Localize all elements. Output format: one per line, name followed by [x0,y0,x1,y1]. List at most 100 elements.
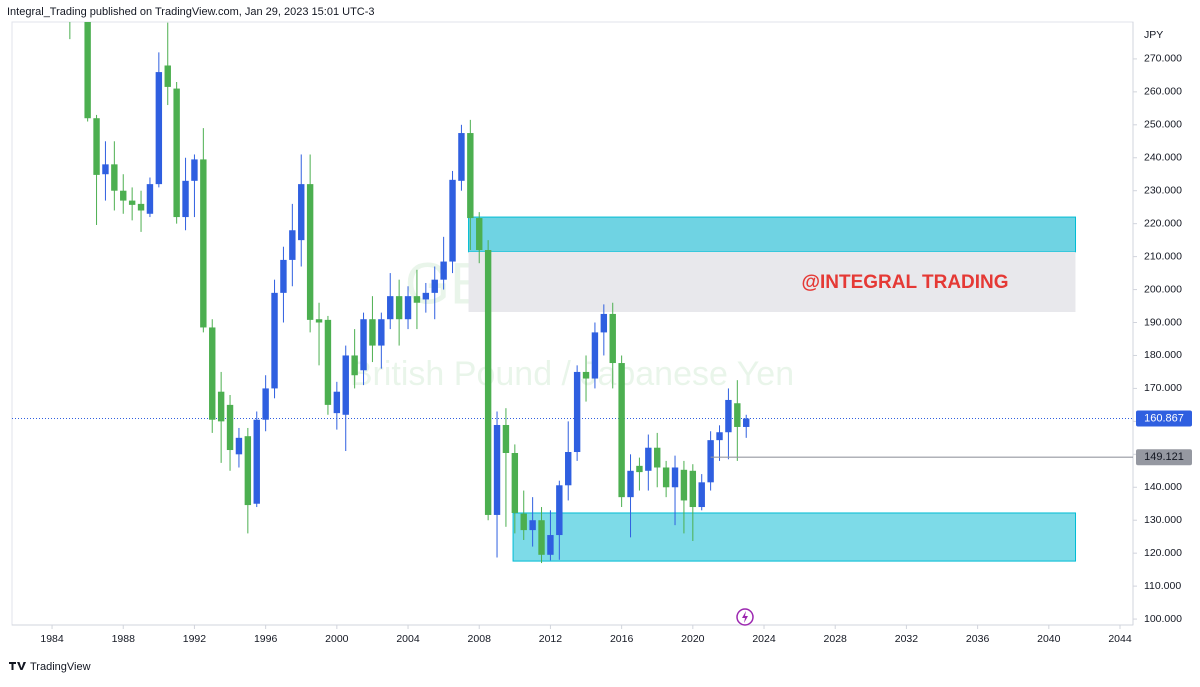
candle-body [484,250,492,515]
y-tick-label: 120.000 [1144,547,1182,559]
candle-body [404,296,412,320]
x-tick-label: 2040 [1037,633,1061,645]
candle-body [538,520,545,555]
candle-body [155,72,163,185]
x-tick-label: 1988 [112,633,136,645]
x-tick-label: 1984 [40,633,64,645]
candle-body [725,399,732,433]
candle-body [573,371,581,453]
header-text: Integral_Trading published on TradingVie… [7,6,375,18]
candle-body [324,319,332,405]
candle-body [173,88,180,218]
candle-body [413,296,421,303]
candle-body [662,467,670,488]
candle-body [591,332,599,379]
candle-body [271,292,278,389]
x-tick-label: 2008 [468,633,492,645]
candle-body [707,440,714,483]
candle-body [645,447,652,471]
price-zone [468,216,1077,253]
y-tick-label: 220.000 [1144,217,1182,229]
candle-body [217,391,225,422]
candle-body [422,292,430,300]
candle-body [315,319,323,323]
candle-body [743,418,750,427]
x-tick-label: 2000 [325,633,349,645]
brand-logo [9,662,26,670]
candle-body [600,313,608,333]
x-tick-label: 2004 [396,633,420,645]
candle-body [146,184,154,214]
price-zone [468,251,1076,312]
candle-body [511,452,519,513]
candle-body [280,259,287,293]
candle-body [360,319,367,371]
event-icon [736,608,754,626]
y-tick-label: 260.000 [1144,86,1182,98]
candle-body [342,355,349,415]
x-tick-label: 2020 [681,633,705,645]
candle-body [618,363,625,498]
y-tick-label: 200.000 [1144,283,1182,295]
y-tick-label: 210.000 [1144,250,1182,262]
candle-body [191,159,198,181]
candle-body [493,424,501,515]
candle-body [262,388,269,420]
candles [12,22,1133,564]
x-tick-label: 1996 [254,633,278,645]
candle-body [306,184,314,320]
y-tick-label: 270.000 [1144,53,1182,65]
x-tick-label: 2036 [966,633,990,645]
level-label: 149.121 [1144,451,1184,463]
x-tick-label: 2028 [824,633,848,645]
candle-body [333,391,341,414]
candle-body [689,470,697,508]
candle-body [671,467,679,488]
candle-body [111,164,118,191]
y-tick-label: 140.000 [1144,481,1182,493]
candle-body [182,180,189,218]
candle-body [387,296,394,320]
candle-body [128,200,136,205]
candle-body [449,179,456,262]
candle-body [467,133,474,219]
candle-body [289,230,296,260]
candle-body [395,296,403,320]
candle-body [209,327,216,420]
y-tick-label: 190.000 [1144,316,1182,328]
y-tick-label: 100.000 [1144,613,1182,625]
y-tick-label: 170.000 [1144,382,1182,394]
y-tick-label: 180.000 [1144,349,1182,361]
candle-body [698,482,705,508]
candle-body [226,404,234,451]
candle-body [244,436,252,506]
candle-body [529,520,536,531]
candle-body [582,371,590,379]
candle-body [734,403,741,427]
candle-body [547,535,554,555]
watermark-subtitle: British Pound / Japanese Yen [350,355,794,393]
candle-body [680,469,688,501]
candle-body [440,261,447,280]
candle-body [93,118,100,175]
candle-body [369,319,376,346]
zones [468,216,1077,562]
y-tick-label: 240.000 [1144,152,1182,164]
x-tick-label: 2032 [895,633,919,645]
candle-body [298,184,305,241]
candle-body [120,190,127,201]
y-tick-label: 230.000 [1144,184,1182,196]
candle-body [164,65,171,87]
x-tick-label: 2024 [752,633,776,645]
candle-body [351,355,358,376]
candle-body [378,319,385,346]
candle-body [565,452,572,486]
candle-body [200,159,207,328]
y-tick-label: 250.000 [1144,119,1182,131]
candle-body [556,485,563,536]
candle-body [609,313,616,364]
y-tick-label: 130.000 [1144,514,1182,526]
annotation: @INTEGRAL TRADING [801,272,1008,293]
level-box [1136,449,1192,466]
